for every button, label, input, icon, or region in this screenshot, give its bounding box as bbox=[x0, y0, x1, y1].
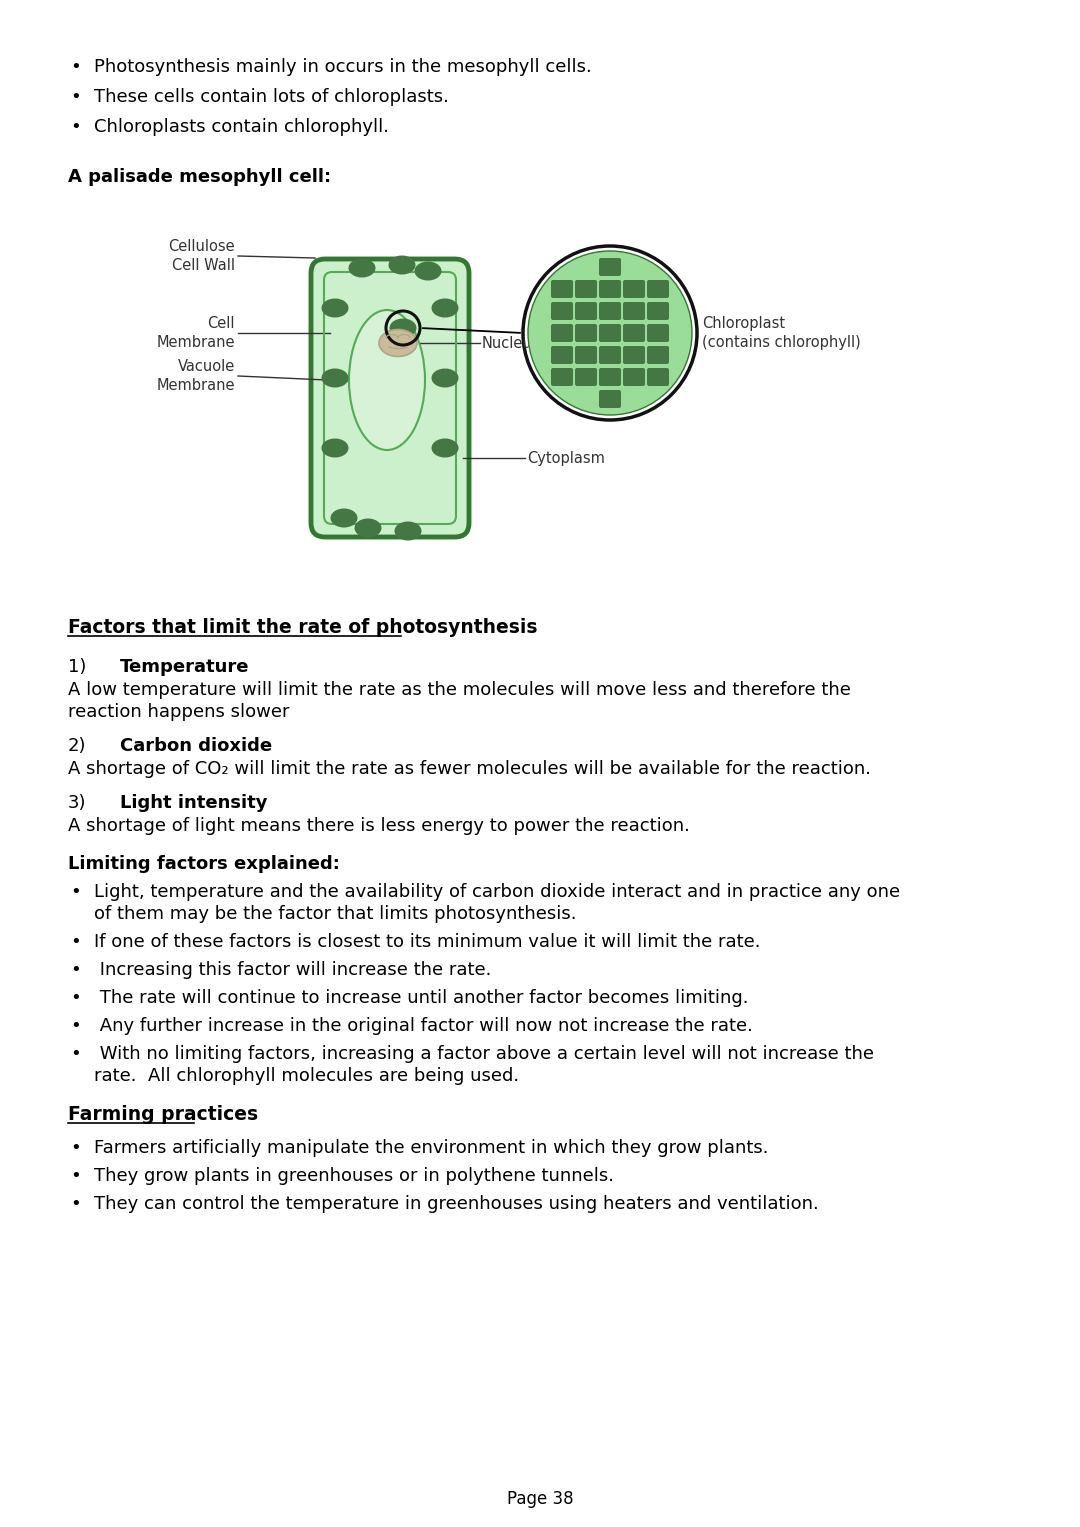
FancyBboxPatch shape bbox=[599, 258, 621, 276]
Ellipse shape bbox=[349, 310, 426, 450]
Text: •: • bbox=[70, 1139, 81, 1157]
FancyBboxPatch shape bbox=[551, 324, 573, 342]
FancyBboxPatch shape bbox=[647, 302, 669, 321]
Text: Any further increase in the original factor will now not increase the rate.: Any further increase in the original fac… bbox=[94, 1017, 753, 1035]
FancyBboxPatch shape bbox=[575, 302, 597, 321]
Ellipse shape bbox=[432, 438, 459, 458]
Text: Farming practices: Farming practices bbox=[68, 1106, 258, 1124]
Text: •: • bbox=[70, 933, 81, 951]
FancyBboxPatch shape bbox=[647, 368, 669, 386]
Text: of them may be the factor that limits photosynthesis.: of them may be the factor that limits ph… bbox=[94, 906, 577, 922]
Text: Cytoplasm: Cytoplasm bbox=[527, 450, 605, 466]
Text: A palisade mesophyll cell:: A palisade mesophyll cell: bbox=[68, 168, 332, 186]
Text: Chloroplasts contain chlorophyll.: Chloroplasts contain chlorophyll. bbox=[94, 118, 389, 136]
Text: •: • bbox=[70, 1167, 81, 1185]
Text: These cells contain lots of chloroplasts.: These cells contain lots of chloroplasts… bbox=[94, 89, 449, 105]
FancyBboxPatch shape bbox=[647, 347, 669, 363]
FancyBboxPatch shape bbox=[599, 347, 621, 363]
Text: Photosynthesis mainly in occurs in the mesophyll cells.: Photosynthesis mainly in occurs in the m… bbox=[94, 58, 592, 76]
Text: A shortage of light means there is less energy to power the reaction.: A shortage of light means there is less … bbox=[68, 817, 690, 835]
FancyBboxPatch shape bbox=[551, 279, 573, 298]
Text: Chloroplast
(contains chlorophyll): Chloroplast (contains chlorophyll) bbox=[702, 316, 861, 350]
Text: They can control the temperature in greenhouses using heaters and ventilation.: They can control the temperature in gree… bbox=[94, 1196, 819, 1212]
Text: 1): 1) bbox=[68, 658, 86, 676]
Text: reaction happens slower: reaction happens slower bbox=[68, 702, 289, 721]
FancyBboxPatch shape bbox=[623, 347, 645, 363]
Ellipse shape bbox=[322, 368, 349, 388]
Text: Cell
Membrane: Cell Membrane bbox=[157, 316, 235, 350]
FancyBboxPatch shape bbox=[599, 279, 621, 298]
Text: •: • bbox=[70, 1044, 81, 1063]
Ellipse shape bbox=[322, 438, 349, 458]
Text: Nucleus: Nucleus bbox=[482, 336, 540, 351]
Text: •: • bbox=[70, 883, 81, 901]
Text: With no limiting factors, increasing a factor above a certain level will not inc: With no limiting factors, increasing a f… bbox=[94, 1044, 874, 1063]
Ellipse shape bbox=[379, 330, 417, 356]
Text: •: • bbox=[70, 960, 81, 979]
Text: 2): 2) bbox=[68, 738, 86, 754]
FancyBboxPatch shape bbox=[551, 347, 573, 363]
Text: Factors that limit the rate of photosynthesis: Factors that limit the rate of photosynt… bbox=[68, 618, 538, 637]
Text: If one of these factors is closest to its minimum value it will limit the rate.: If one of these factors is closest to it… bbox=[94, 933, 760, 951]
Text: Light, temperature and the availability of carbon dioxide interact and in practi: Light, temperature and the availability … bbox=[94, 883, 900, 901]
FancyBboxPatch shape bbox=[311, 260, 469, 538]
Ellipse shape bbox=[330, 508, 357, 527]
Text: Vacuole
Membrane: Vacuole Membrane bbox=[157, 359, 235, 392]
FancyBboxPatch shape bbox=[575, 347, 597, 363]
Text: 3): 3) bbox=[68, 794, 86, 812]
Text: Farmers artificially manipulate the environment in which they grow plants.: Farmers artificially manipulate the envi… bbox=[94, 1139, 769, 1157]
Text: •: • bbox=[70, 118, 81, 136]
Text: •: • bbox=[70, 989, 81, 1006]
Text: •: • bbox=[70, 1196, 81, 1212]
Text: Increasing this factor will increase the rate.: Increasing this factor will increase the… bbox=[94, 960, 491, 979]
Text: A low temperature will limit the rate as the molecules will move less and theref: A low temperature will limit the rate as… bbox=[68, 681, 851, 699]
FancyBboxPatch shape bbox=[623, 302, 645, 321]
Ellipse shape bbox=[390, 319, 417, 337]
FancyBboxPatch shape bbox=[551, 302, 573, 321]
Ellipse shape bbox=[389, 255, 416, 275]
Text: Light intensity: Light intensity bbox=[120, 794, 268, 812]
Text: Carbon dioxide: Carbon dioxide bbox=[120, 738, 272, 754]
FancyBboxPatch shape bbox=[647, 324, 669, 342]
Ellipse shape bbox=[394, 522, 421, 541]
Text: Vacuole: Vacuole bbox=[349, 385, 406, 400]
FancyBboxPatch shape bbox=[623, 324, 645, 342]
FancyBboxPatch shape bbox=[623, 368, 645, 386]
Text: •: • bbox=[70, 1017, 81, 1035]
Ellipse shape bbox=[349, 258, 376, 278]
Circle shape bbox=[523, 246, 697, 420]
Text: They grow plants in greenhouses or in polythene tunnels.: They grow plants in greenhouses or in po… bbox=[94, 1167, 615, 1185]
Text: A shortage of CO₂ will limit the rate as fewer molecules will be available for t: A shortage of CO₂ will limit the rate as… bbox=[68, 760, 870, 777]
Text: rate.  All chlorophyll molecules are being used.: rate. All chlorophyll molecules are bein… bbox=[94, 1067, 519, 1086]
Text: •: • bbox=[70, 58, 81, 76]
Circle shape bbox=[528, 250, 692, 415]
Ellipse shape bbox=[432, 298, 459, 318]
FancyBboxPatch shape bbox=[575, 368, 597, 386]
FancyBboxPatch shape bbox=[575, 279, 597, 298]
FancyBboxPatch shape bbox=[647, 279, 669, 298]
Text: Page 38: Page 38 bbox=[507, 1490, 573, 1509]
Text: The rate will continue to increase until another factor becomes limiting.: The rate will continue to increase until… bbox=[94, 989, 748, 1006]
FancyBboxPatch shape bbox=[551, 368, 573, 386]
Text: •: • bbox=[70, 89, 81, 105]
Ellipse shape bbox=[415, 261, 442, 281]
FancyBboxPatch shape bbox=[599, 302, 621, 321]
Ellipse shape bbox=[322, 298, 349, 318]
FancyBboxPatch shape bbox=[575, 324, 597, 342]
Text: Temperature: Temperature bbox=[120, 658, 249, 676]
FancyBboxPatch shape bbox=[599, 389, 621, 408]
Ellipse shape bbox=[354, 519, 381, 538]
FancyBboxPatch shape bbox=[623, 279, 645, 298]
Text: Cellulose
Cell Wall: Cellulose Cell Wall bbox=[168, 240, 235, 273]
FancyBboxPatch shape bbox=[599, 368, 621, 386]
Ellipse shape bbox=[432, 368, 459, 388]
FancyBboxPatch shape bbox=[599, 324, 621, 342]
Text: Limiting factors explained:: Limiting factors explained: bbox=[68, 855, 340, 873]
